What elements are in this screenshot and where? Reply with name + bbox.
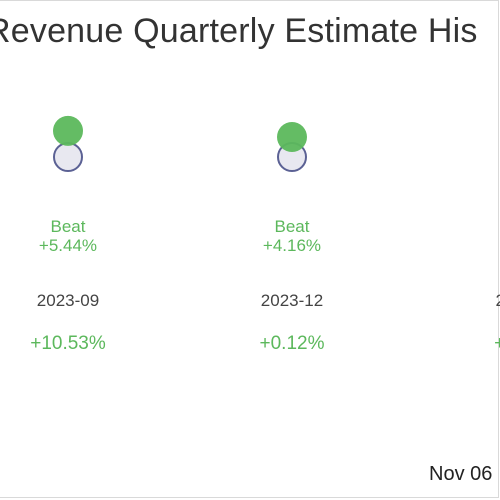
result-label: Beat (51, 217, 86, 236)
period-label: 2023-12 (261, 291, 323, 310)
change-label: +0.12% (260, 333, 325, 354)
surprise-label: +5.44% (39, 236, 97, 255)
period-label: 2023-09 (37, 291, 99, 310)
change-label: +10.53% (30, 333, 106, 354)
chart-title: Revenue Quarterly Estimate His (0, 12, 478, 50)
change-label: +0 (494, 333, 500, 354)
estimate-marker (53, 142, 83, 172)
surprise-label: +4.16% (263, 236, 321, 255)
actual-marker (277, 122, 307, 153)
result-label: Beat (275, 217, 310, 236)
date-stamp: Nov 06 (429, 463, 493, 485)
actual-marker (53, 115, 83, 146)
period-label: 20 (496, 291, 500, 310)
